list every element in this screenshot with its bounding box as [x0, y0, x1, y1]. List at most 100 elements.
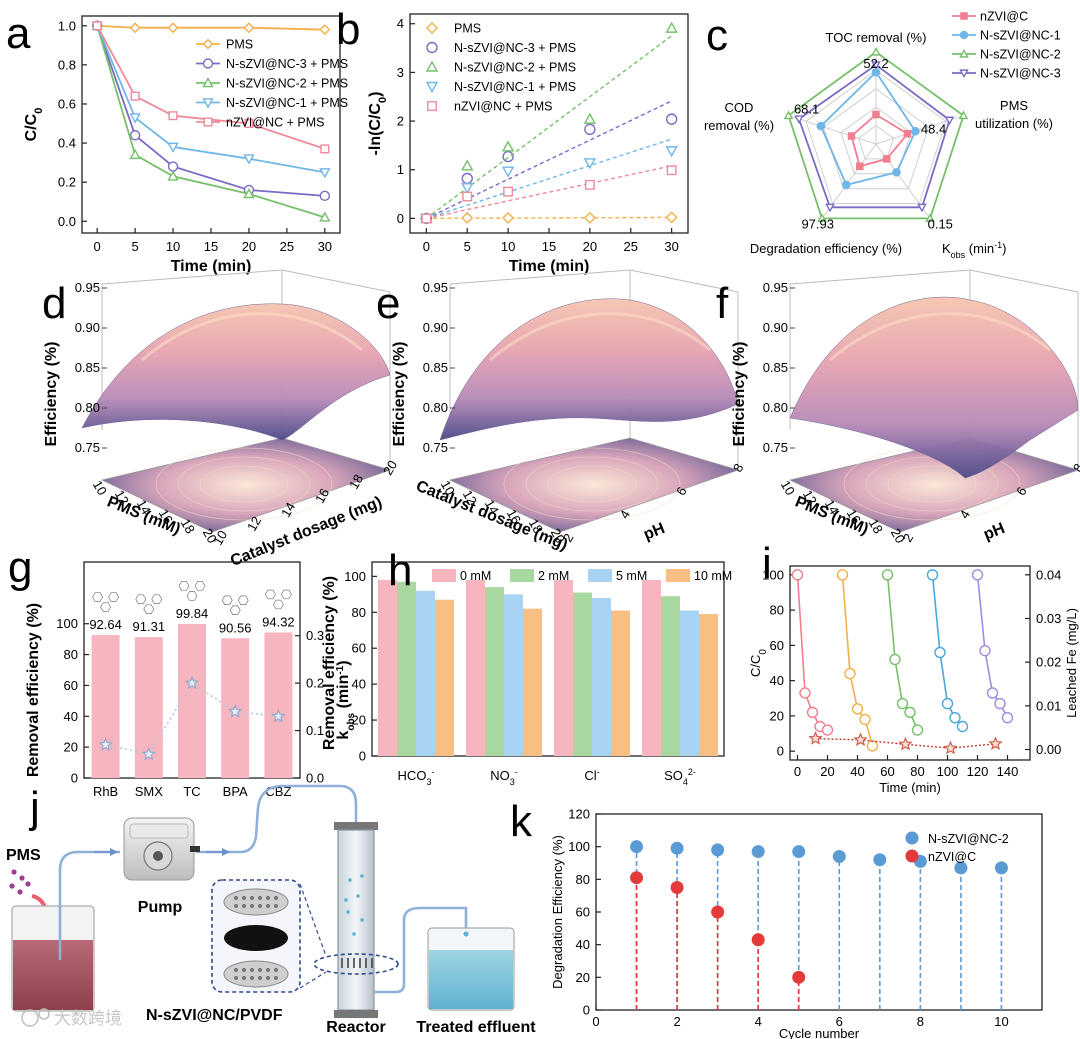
reactor-bubble [346, 910, 350, 914]
molecule-ring [135, 594, 147, 604]
data-point [994, 697, 1006, 710]
y-tick-label: 0 [397, 211, 404, 226]
data-point [167, 22, 179, 34]
x-tick-label: 16 [156, 507, 176, 527]
series-3 [420, 138, 678, 225]
pump-knob [190, 846, 200, 852]
x-tick-label: RhB [93, 784, 118, 799]
y-axis-label: Degradation Efficiency (%) [550, 835, 565, 989]
panel-label-f: f [716, 279, 729, 328]
bar [485, 587, 504, 756]
panel-label-a: a [6, 9, 31, 58]
bar [611, 610, 630, 756]
markers-1 [630, 871, 806, 984]
legend-label: N-sZVI@NC-2 [928, 832, 1009, 846]
x-tick-label: 25 [624, 239, 638, 254]
x-tick-label: 5 [464, 239, 471, 254]
data-point [751, 933, 765, 947]
data-point [461, 183, 474, 195]
mesh-hole [250, 904, 254, 908]
y-axis-label: C/C0 [23, 108, 45, 142]
tube [374, 906, 468, 994]
data-point [836, 569, 849, 581]
mesh-hole [242, 896, 246, 900]
fit-line [426, 216, 672, 220]
y-tick-label: 120 [568, 807, 590, 822]
radar-point [783, 110, 794, 120]
box-edge [629, 269, 739, 293]
radar-point [871, 67, 881, 77]
radar-polygon [797, 63, 951, 209]
y-tick-label: 60 [576, 905, 590, 920]
contour-floor [448, 437, 740, 533]
y-axis-label: -ln(C/C0) [367, 92, 389, 156]
data-point [791, 569, 804, 581]
y-axis-label: Removal efficiency (%) [25, 603, 42, 777]
molecule-ring [178, 581, 190, 591]
x-tick-label: 40 [850, 764, 864, 779]
y-tick-label: 100 [762, 567, 784, 582]
data-point [583, 211, 596, 224]
legend-marker [425, 81, 439, 93]
data-point [666, 165, 677, 176]
y-tick-label: 60 [770, 638, 784, 653]
data-point [503, 186, 514, 197]
reactor-bubble [344, 898, 348, 902]
legend: N-sZVI@NC-2 nZVI@C [905, 831, 1009, 864]
data-point [129, 22, 141, 34]
legend-marker [203, 117, 213, 127]
box-edge [101, 269, 283, 285]
legend-swatch [666, 569, 690, 582]
data-point [926, 569, 939, 581]
radar-point [816, 121, 826, 131]
data-point [873, 853, 887, 867]
bar [91, 635, 120, 778]
radar-axis-label: utilization (%) [975, 116, 1053, 131]
y-tick-label: 20 [770, 708, 784, 723]
legend-label: nZVI@C [928, 850, 976, 864]
legend-marker [202, 77, 214, 88]
molecule-ring [221, 595, 233, 605]
y-tick-label: 40 [352, 677, 366, 692]
mesh-hole [274, 896, 278, 900]
legend-marker [959, 48, 969, 58]
z-tick-label: 0.90 [75, 320, 100, 335]
data-point [584, 179, 595, 190]
legend-swatch [510, 569, 534, 582]
legend: PMS N-sZVI@NC-3 + PMS N-sZVI@NC-2 + PMS N-s… [196, 38, 348, 130]
molecule-ring [151, 594, 163, 604]
surface-highlight [141, 312, 363, 362]
x-tick-label: 25 [280, 239, 294, 254]
legend-marker [426, 41, 438, 54]
response-surface [789, 296, 1079, 479]
z-tick-label: 0.95 [423, 280, 448, 295]
x-tick-label: 12 [112, 487, 132, 507]
data-point [859, 713, 871, 726]
tube [196, 784, 358, 854]
radar-point [841, 180, 851, 190]
radar-max-label: 52.2 [863, 56, 888, 71]
data-point [751, 845, 765, 859]
reactor-bubble [360, 918, 364, 922]
y2-tick-label: 0.0 [306, 771, 324, 786]
y-tick-label: 10 [210, 528, 230, 548]
mesh-hole [266, 968, 270, 972]
bar [592, 597, 611, 756]
mesh-hole [242, 976, 246, 980]
membrane-label: N-sZVI@NC/PVDF [146, 1007, 283, 1024]
bar [378, 579, 397, 756]
box-edge [789, 269, 971, 285]
cycle-5 [971, 569, 1014, 724]
x-tick-label: 8 [917, 1014, 924, 1029]
legend-marker [425, 60, 439, 72]
legend: 0 mM 2 mM 5 mM 10 mM [432, 569, 732, 583]
mesh-hole [274, 968, 278, 972]
legend-marker [202, 58, 214, 69]
legend-marker [960, 12, 968, 20]
response-surface [81, 303, 391, 441]
legend-label: N-sZVI@NC-3 [980, 67, 1061, 81]
data-point [461, 159, 474, 171]
y-tick-label: 40 [64, 709, 78, 724]
x-tick-label: 10 [994, 1014, 1008, 1029]
pms-droplet [19, 875, 25, 881]
